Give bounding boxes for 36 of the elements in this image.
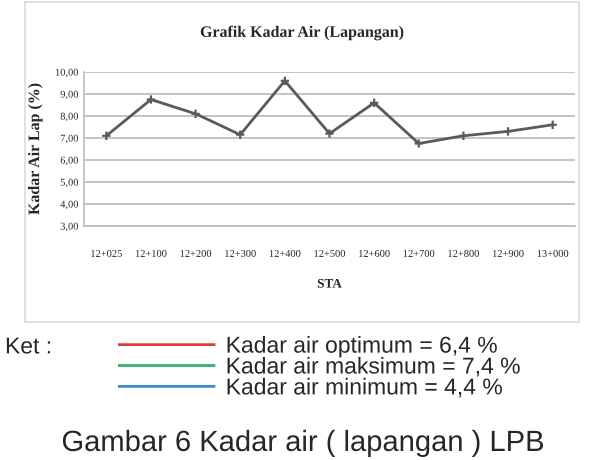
y-tick-label: 8,00 bbox=[60, 112, 78, 122]
point bbox=[413, 138, 424, 149]
point bbox=[324, 128, 335, 139]
point bbox=[234, 129, 246, 140]
point bbox=[280, 76, 290, 86]
legend-label: Kadar air maksimum = 7,4 % bbox=[228, 356, 520, 376]
y-tick-label: 4,00 bbox=[60, 200, 78, 210]
x-tick-label: 12+200 bbox=[180, 250, 212, 257]
legend-title: Ket : bbox=[6, 338, 50, 354]
x-tick-label: 12+600 bbox=[359, 250, 390, 257]
x-tick-label: 12+400 bbox=[270, 250, 300, 257]
y-tick-label: 10,00 bbox=[56, 68, 78, 78]
point bbox=[368, 98, 380, 108]
y-tick-label: 9,00 bbox=[60, 90, 78, 100]
x-tick-label: 12+700 bbox=[404, 250, 434, 257]
point bbox=[458, 130, 469, 142]
x-tick-label: 12+025 bbox=[91, 250, 122, 257]
x-tick-label: 12+800 bbox=[448, 250, 479, 257]
x-tick-label: 12+900 bbox=[493, 250, 524, 257]
x-tick-label: 13+000 bbox=[538, 250, 568, 257]
point bbox=[502, 126, 514, 137]
x-tick-label: 12+300 bbox=[225, 250, 256, 257]
chart-title: Grafik Kadar Air (Lapangan) bbox=[200, 26, 404, 40]
text: Gambar 6 Kadar air ( lapangan ) LPB bbox=[62, 430, 544, 457]
legend-label: Kadar air optimum = 6,4 % bbox=[228, 336, 497, 358]
point bbox=[146, 94, 156, 105]
y-axis-title: Kadar Air Lap (%) bbox=[28, 84, 43, 215]
x-tick-label: 12+100 bbox=[136, 250, 167, 257]
y-tick-label: 3,00 bbox=[60, 222, 78, 232]
y-tick-label: 5,00 bbox=[60, 178, 78, 188]
y-tick-label: 7,00 bbox=[60, 134, 78, 144]
x-axis-title: STA bbox=[318, 278, 342, 288]
y-tick-label: 6,00 bbox=[60, 156, 78, 166]
x-tick-label: 12+500 bbox=[314, 250, 346, 257]
legend-label: Kadar air minimum = 4,4 % bbox=[228, 378, 502, 398]
point bbox=[190, 108, 201, 120]
